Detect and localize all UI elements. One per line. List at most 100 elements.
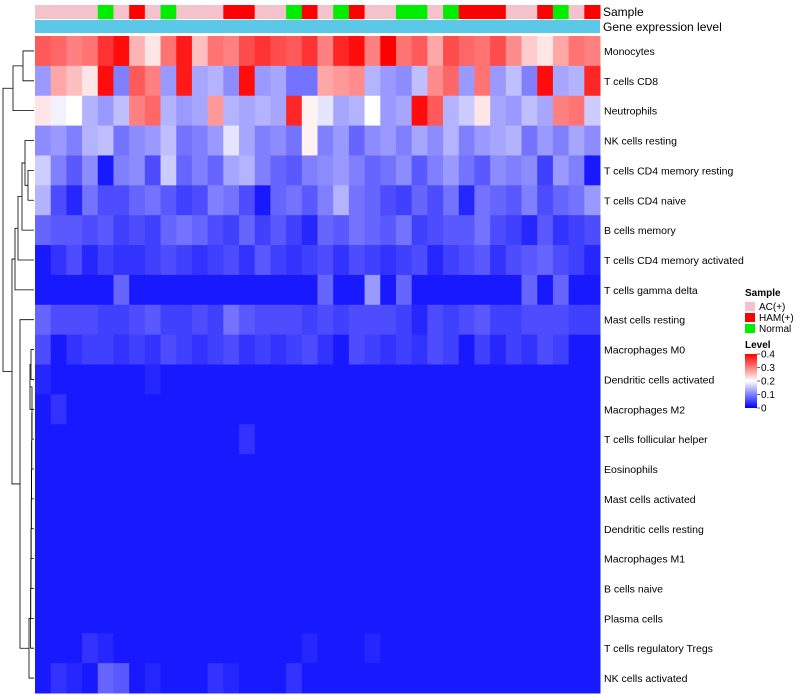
heatmap-cell: [474, 513, 491, 545]
heatmap-cell: [411, 36, 428, 67]
heatmap-cell: [490, 364, 507, 395]
sample-annotation-cell: [270, 5, 287, 19]
heatmap-cell: [458, 125, 475, 156]
heatmap-cell: [66, 245, 83, 276]
heatmap-cell: [552, 185, 570, 216]
heatmap-cell: [411, 65, 428, 97]
heatmap-cell: [584, 603, 601, 634]
heatmap-cell: [333, 394, 350, 425]
heatmap-cell: [348, 274, 366, 306]
heatmap-cell: [380, 364, 397, 395]
heatmap-cell: [82, 663, 99, 694]
heatmap-cell: [239, 155, 256, 186]
heatmap-cell: [223, 603, 240, 634]
row-label: T cells CD4 naive: [604, 195, 686, 207]
heatmap-cell: [176, 513, 193, 545]
heatmap-cell: [474, 573, 491, 604]
heatmap-cell: [474, 274, 491, 306]
heatmap-cell: [301, 274, 318, 306]
annotation-bars: [35, 5, 601, 33]
heatmap-cell: [82, 65, 99, 97]
heatmap-cell: [443, 125, 460, 156]
heatmap-cell: [443, 334, 460, 365]
heatmap-cell: [239, 245, 256, 276]
heatmap-cell: [458, 245, 475, 276]
heatmap-cell: [207, 185, 224, 216]
heatmap-cell: [395, 633, 413, 664]
sample-legend-items: AC(+)HAM(+)Normal: [745, 302, 794, 335]
heatmap-cell: [474, 304, 491, 336]
heatmap-cell: [50, 245, 67, 276]
heatmap-cell: [144, 424, 162, 455]
heatmap-cell: [490, 304, 507, 336]
level-tick-label: 0.3: [761, 363, 775, 374]
heatmap-cell: [395, 274, 413, 306]
heatmap-cell: [270, 483, 287, 515]
heatmap-cell: [411, 185, 428, 216]
heatmap-cell: [97, 603, 114, 634]
heatmap-cell: [395, 454, 413, 485]
heatmap-cell: [552, 364, 570, 395]
heatmap-cell: [505, 65, 523, 97]
heatmap-cell: [82, 155, 99, 186]
heatmap-cell: [160, 185, 177, 216]
heatmap-cell: [97, 543, 114, 575]
heatmap-cell: [443, 573, 460, 604]
heatmap-cell: [239, 424, 256, 455]
heatmap-cell: [443, 245, 460, 276]
heatmap-cell: [474, 424, 491, 455]
heatmap-cell: [521, 663, 538, 694]
heatmap-cell: [505, 95, 523, 127]
heatmap-cell: [458, 483, 475, 515]
heatmap-cell: [191, 215, 209, 246]
heatmap-cell: [443, 36, 460, 67]
heatmap-cell: [254, 663, 271, 694]
heatmap-cell: [97, 513, 114, 545]
heatmap-cell: [301, 633, 318, 664]
heatmap-cell: [97, 573, 114, 604]
heatmap-cell: [584, 573, 601, 604]
heatmap-cell: [348, 125, 366, 156]
row-label: Mast cells activated: [604, 494, 696, 506]
heatmap-cell: [427, 663, 444, 694]
heatmap-cell: [443, 364, 460, 395]
heatmap-cell: [113, 95, 130, 127]
heatmap-cell: [317, 513, 334, 545]
heatmap-cell: [458, 36, 475, 67]
heatmap-cell: [144, 394, 162, 425]
heatmap-cell: [380, 663, 397, 694]
heatmap-cell: [411, 155, 428, 186]
heatmap-cell: [584, 364, 601, 395]
heatmap-cell: [223, 334, 240, 365]
heatmap-cell: [254, 155, 271, 186]
heatmap-cell: [333, 125, 350, 156]
heatmap-cell: [301, 125, 318, 156]
heatmap-cell: [427, 274, 444, 306]
level-legend-title: Level: [745, 340, 771, 351]
heatmap-cell: [160, 663, 177, 694]
sample-annotation-cell: [364, 5, 381, 19]
heatmap-cell: [254, 185, 271, 216]
heatmap-cell: [191, 155, 209, 186]
heatmap-cell: [521, 334, 538, 365]
heatmap-cell: [584, 513, 601, 545]
heatmap-cell: [490, 573, 507, 604]
heatmap-cell: [395, 603, 413, 634]
heatmap-cell: [474, 36, 491, 67]
heatmap-cell: [505, 543, 523, 575]
heatmap-cell: [144, 573, 162, 604]
heatmap-cell: [129, 245, 146, 276]
heatmap-cell: [144, 364, 162, 395]
heatmap-cell: [364, 663, 381, 694]
heatmap-cell: [443, 155, 460, 186]
heatmap-cell: [66, 573, 83, 604]
heatmap-cell: [490, 633, 507, 664]
heatmap-cell: [82, 245, 99, 276]
heatmap-cell: [66, 36, 83, 67]
heatmap-cell: [505, 155, 523, 186]
heatmap-cell: [176, 543, 193, 575]
heatmap-cell: [176, 633, 193, 664]
heatmap-cell: [443, 215, 460, 246]
heatmap-cell: [505, 245, 523, 276]
heatmap-cell: [505, 215, 523, 246]
